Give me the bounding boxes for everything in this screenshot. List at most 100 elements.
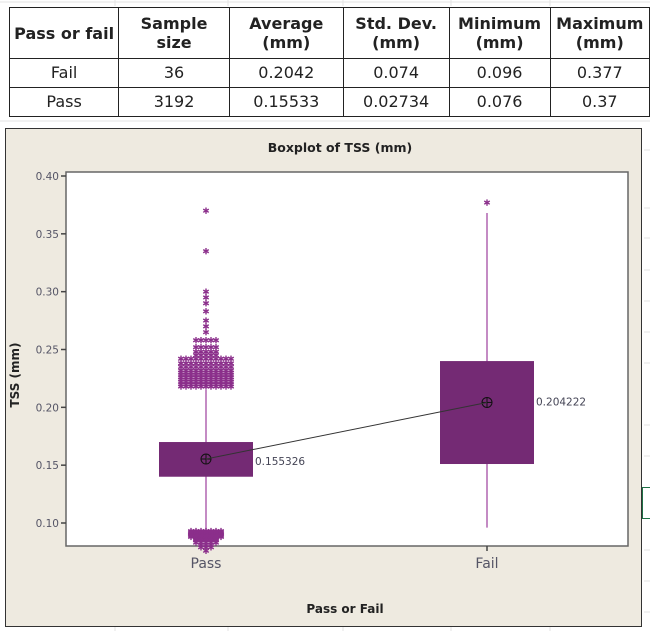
outlier-star-stroke	[217, 384, 225, 389]
outlier-star-stroke	[192, 364, 200, 370]
outlier-star-stroke	[187, 364, 195, 370]
outlier-star-stroke	[177, 384, 185, 389]
outlier-star-stroke	[202, 289, 210, 294]
outlier-star-stroke	[212, 353, 220, 358]
outlier-star-stroke	[202, 384, 210, 389]
outlier-star-stroke	[212, 338, 220, 343]
outlier-star-stroke	[207, 545, 215, 550]
outlier-star-stroke	[187, 534, 195, 540]
outlier-star-stroke	[222, 361, 230, 366]
outlier-point	[202, 288, 210, 295]
chart-title: Boxplot of TSS (mm)	[268, 140, 413, 155]
header-label-line2: size	[156, 33, 192, 52]
summary-table: Pass or fail Sample size Average (mm) Std.…	[8, 7, 650, 117]
cell-maximum: 0.377	[549, 58, 650, 88]
y-tick-label: 0.10	[36, 518, 59, 530]
outlier-star-stroke	[192, 338, 200, 343]
header-average: Average (mm)	[228, 7, 344, 59]
header-std-dev: Std. Dev. (mm)	[342, 7, 450, 59]
outlier-point	[202, 323, 210, 330]
y-tick-label: 0.25	[36, 345, 59, 357]
outlier-point	[202, 317, 210, 324]
table-row: Pass 3192 0.15533 0.02734 0.076 0.37	[8, 87, 650, 117]
outlier-star-stroke	[202, 356, 210, 361]
outlier-star-stroke	[207, 338, 215, 343]
y-tick-label: 0.30	[36, 287, 59, 299]
outlier-star-stroke	[217, 361, 225, 366]
outlier-point	[202, 247, 210, 255]
outlier-star-stroke	[202, 301, 210, 306]
selected-cell-border	[642, 487, 650, 519]
outlier-point	[227, 383, 235, 390]
outlier-star-stroke	[207, 356, 215, 361]
outlier-star-stroke	[207, 353, 215, 358]
outlier-star-stroke	[182, 364, 190, 370]
outlier-star-stroke	[202, 324, 210, 329]
outlier-star-stroke	[192, 540, 200, 545]
outlier-star-stroke	[202, 329, 210, 335]
header-label-line1: Std. Dev.	[355, 14, 437, 33]
header-pass-or-fail: Pass or fail	[8, 7, 120, 59]
outlier-star-stroke	[212, 361, 220, 366]
outlier-star-stroke	[202, 309, 210, 314]
y-tick-label: 0.15	[36, 460, 59, 472]
outlier-star-stroke	[197, 353, 205, 358]
outlier-point	[182, 383, 190, 390]
box-iqr	[440, 361, 534, 465]
outlier-star-stroke	[182, 361, 190, 366]
outlier-star-stroke	[202, 545, 210, 550]
outlier-star-stroke	[217, 356, 225, 361]
box-group-pass: 0.155326	[159, 207, 305, 554]
x-tick-label: Fail	[475, 556, 498, 572]
outlier-star-stroke	[182, 384, 190, 389]
outlier-star-stroke	[207, 349, 215, 355]
cell-std-dev: 0.074	[342, 58, 450, 88]
header-minimum: Minimum (mm)	[448, 7, 551, 59]
outlier-point	[483, 199, 491, 206]
outlier-point	[187, 383, 195, 390]
outlier-star-stroke	[197, 356, 205, 361]
header-label: Pass or fail	[14, 23, 115, 43]
outlier-star-stroke	[483, 200, 491, 205]
outlier-star-stroke	[227, 356, 235, 361]
outlier-point	[192, 539, 200, 546]
outlier-star-stroke	[202, 364, 210, 370]
outlier-star-stroke	[202, 344, 210, 350]
header-label-line2: (mm)	[262, 33, 311, 52]
x-axis-label: Pass or Fail	[306, 602, 383, 616]
outlier-star-stroke	[177, 364, 185, 370]
y-tick-label: 0.40	[36, 171, 59, 183]
outlier-point	[202, 300, 210, 307]
header-label-line2: (mm)	[475, 33, 524, 52]
header-label-line1: Minimum	[458, 14, 542, 33]
outlier-star-stroke	[207, 384, 215, 389]
outlier-point	[202, 383, 210, 390]
outlier-star-stroke	[227, 384, 235, 389]
outlier-star-stroke	[182, 356, 190, 361]
outlier-star-stroke	[192, 356, 200, 361]
outlier-star-stroke	[197, 545, 205, 550]
header-label-line1: Sample	[140, 14, 208, 33]
outlier-point	[212, 383, 220, 390]
header-label-line2: (mm)	[372, 33, 421, 52]
outlier-star-stroke	[227, 361, 235, 366]
outlier-star-stroke	[207, 364, 215, 370]
outlier-star-stroke	[202, 361, 210, 366]
outlier-star-stroke	[212, 344, 220, 350]
header-label-line1: Maximum	[556, 14, 644, 33]
table-header-row: Pass or fail Sample size Average (mm) Std.…	[8, 7, 650, 59]
outlier-point	[187, 533, 195, 541]
header-label-line2: (mm)	[575, 33, 624, 52]
outlier-star-stroke	[197, 384, 205, 389]
cell-sample-size: 3192	[118, 87, 230, 117]
outlier-star-stroke	[192, 353, 200, 358]
outlier-star-stroke	[227, 364, 235, 370]
outlier-star-stroke	[197, 349, 205, 355]
box-group-fail: 0.204222	[440, 199, 586, 528]
outlier-star-stroke	[207, 361, 215, 366]
outlier-star-stroke	[207, 344, 215, 350]
outlier-star-stroke	[222, 384, 230, 389]
outlier-star-stroke	[197, 364, 205, 370]
outlier-star-stroke	[192, 361, 200, 366]
outlier-point	[207, 337, 215, 344]
